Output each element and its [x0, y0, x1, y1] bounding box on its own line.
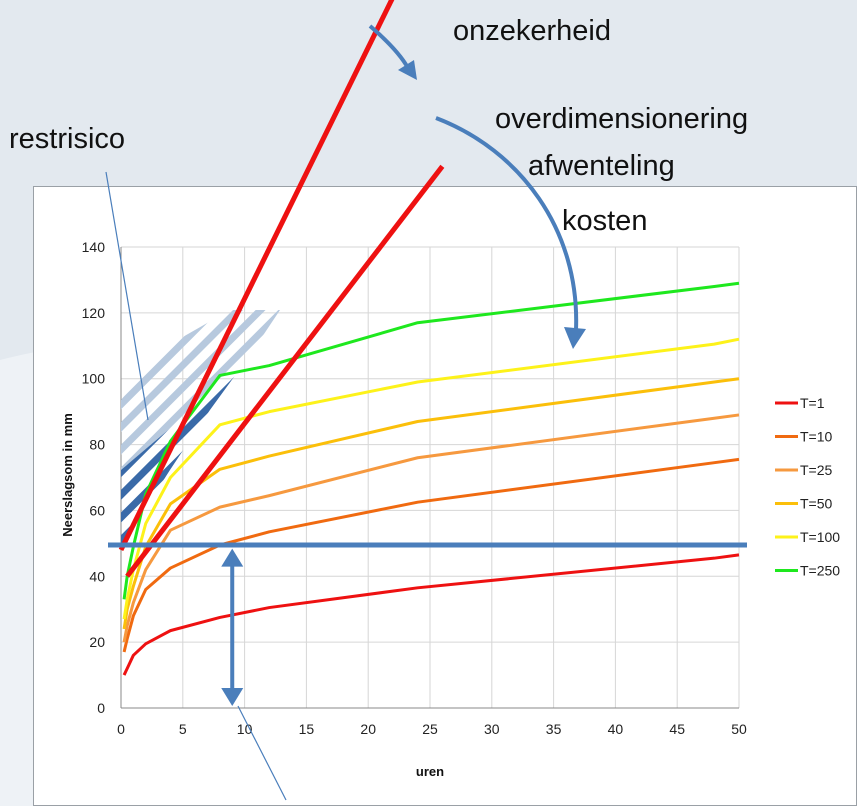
x-tick-label: 45: [669, 721, 685, 737]
restrisico-leader-line: [105, 171, 149, 421]
blue-double-arrow-head-down: [221, 688, 244, 706]
y-tick-label: 60: [89, 502, 105, 518]
blue-double-arrow-head-up: [221, 548, 244, 567]
series-lines: [122, 281, 740, 676]
y-tick-label: 100: [82, 371, 106, 387]
hatch-dark-fill: [121, 355, 250, 548]
onzekerheid-arrow: [368, 24, 410, 70]
x-tick-label: 5: [179, 721, 187, 737]
y-tick-label: 140: [82, 239, 106, 255]
x-tick-label: 10: [237, 721, 253, 737]
series-line-T10: [122, 457, 740, 653]
x-tick-label: 25: [422, 721, 438, 737]
gridlines: [120, 246, 740, 709]
annotation-kosten: kosten: [562, 205, 648, 237]
y-tick-label: 20: [89, 634, 105, 650]
onzekerheid-arrowhead: [398, 60, 417, 80]
annotation-overlay: [105, 0, 747, 801]
legend-label: T=10: [800, 429, 833, 445]
annotation-onzekerheid: onzekerheid: [453, 15, 611, 47]
red-uncertainty-line-shallow: [125, 164, 445, 578]
series-line-T1: [122, 553, 740, 676]
series-line-T250: [122, 281, 740, 600]
series-line-T50: [122, 377, 740, 630]
x-tick-label: 30: [484, 721, 500, 737]
legend-label: T=250: [800, 563, 840, 579]
x-tick-label: 15: [299, 721, 315, 737]
bottom-leader-line: [237, 705, 287, 801]
series-line-T25: [122, 413, 740, 643]
overdimensionering-arrowhead: [564, 327, 586, 349]
x-tick-label: 20: [360, 721, 376, 737]
y-tick-label: 0: [97, 700, 105, 716]
x-tick-label: 35: [546, 721, 562, 737]
x-tick-label: 50: [731, 721, 747, 737]
x-tick-label: 0: [117, 721, 125, 737]
x-tick-label: 40: [608, 721, 624, 737]
legend-label: T=1: [800, 395, 825, 411]
legend: T=1 T=10 T=25 T=50 T=100 T=250: [775, 395, 840, 579]
y-axis-title: Neerslagsom in mm: [60, 413, 75, 537]
annotation-overdimensionering: overdimensionering: [495, 103, 749, 135]
y-tick-label: 120: [82, 305, 106, 321]
y-tick-label: 40: [89, 568, 105, 584]
y-tick-label: 80: [89, 437, 105, 453]
annotation-restrisico: restrisico: [9, 123, 126, 155]
overdimensionering-arrow: [435, 116, 579, 331]
annotation-afwenteling: afwenteling: [528, 150, 675, 182]
red-uncertainty-line-steep: [118, 0, 395, 552]
axes: 0 5 10 15 20 25 30 35 40 45 50 0 20 40 60 80 100 120 140: [82, 239, 747, 737]
legend-label: T=25: [800, 462, 833, 478]
series-line-T100: [122, 337, 740, 620]
x-axis-title: uren: [416, 764, 444, 779]
legend-label: T=100: [800, 529, 840, 545]
legend-label: T=50: [800, 496, 833, 512]
